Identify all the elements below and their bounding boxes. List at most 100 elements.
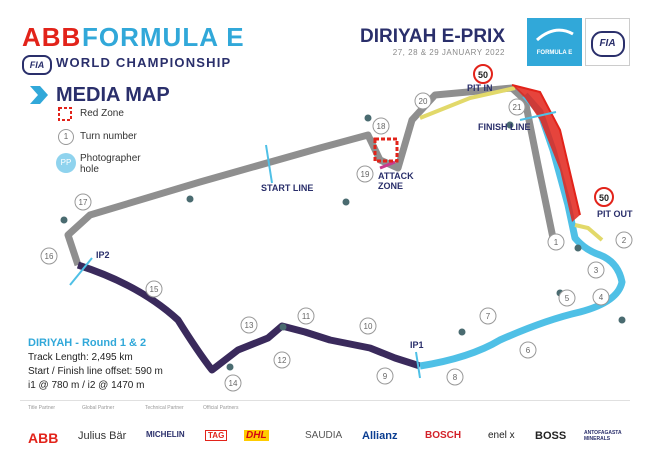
turn-marker-7: 7: [479, 307, 497, 325]
ip1-marker: [415, 351, 421, 379]
turn-marker-4: 4: [592, 288, 610, 306]
attack-zone-label-2: ZONE: [378, 181, 404, 191]
turn-marker-3: 3: [587, 261, 605, 279]
turn-number-6: 6: [526, 346, 531, 355]
red-zone-icon: [58, 107, 72, 121]
turn-number-1: 1: [554, 238, 559, 247]
turn-marker-9: 9: [376, 367, 394, 385]
pit-lane-in: [419, 86, 516, 120]
speed-limit-pit-out-icon: 50: [594, 187, 614, 207]
turn-marker-16: 16: [40, 247, 58, 265]
event-date: 27, 28 & 29 JANUARY 2022: [392, 48, 505, 57]
formula-e-brand: FORMULA E: [82, 22, 245, 52]
partners-divider: [20, 400, 630, 401]
turn-number-7: 7: [486, 312, 491, 321]
turn-number-2: 2: [622, 236, 627, 245]
turn-number-3: 3: [594, 266, 599, 275]
sponsor-boss: BOSS: [535, 430, 567, 442]
sponsor-bosch: BOSCH: [425, 430, 462, 441]
turn-number-9: 9: [383, 372, 388, 381]
turn-number-20: 20: [419, 97, 428, 106]
turn-number-5: 5: [565, 294, 570, 303]
formula-e-logo: FORMULA E: [527, 18, 582, 66]
photographer-holes: [60, 114, 626, 371]
legend-turn-number: Turn number: [80, 131, 137, 142]
title-partner-label: Title Partner: [28, 405, 56, 411]
fia-logo-text: FIA: [590, 31, 625, 57]
turn-number-10: 10: [364, 322, 373, 331]
ip2-label: IP2: [96, 250, 110, 260]
finish-line-label: FINISH LINE: [478, 122, 531, 132]
turn-number-12: 12: [278, 356, 287, 365]
turn-number-8: 8: [453, 373, 458, 382]
attack-zone-marker: [379, 160, 396, 170]
chevron-right-icon: [30, 86, 48, 104]
media-map-title: MEDIA MAP: [56, 84, 170, 106]
red-zone-border: [511, 84, 581, 216]
sponsor-enel-x: enel x: [488, 430, 515, 441]
turn-marker-21: 21: [508, 98, 526, 116]
turn-number-16: 16: [45, 252, 54, 261]
turn-marker-2: 2: [615, 231, 633, 249]
turn-marker-6: 6: [519, 341, 537, 359]
legend-photographer-hole: Photographer hole: [80, 153, 141, 175]
turn-number-icon: 1: [58, 129, 74, 145]
speed-limit-pit-in-icon: 50: [473, 64, 493, 84]
red-zone-area: [512, 85, 580, 222]
turn-marker-14: 14: [224, 374, 242, 392]
global-partner-label: Global Partner: [82, 405, 115, 411]
turn-marker-8: 8: [446, 368, 464, 386]
round-title: DIRIYAH - Round 1 & 2: [28, 337, 147, 349]
interval-positions: i1 @ 780 m / i2 @ 1470 m: [28, 380, 145, 391]
formula-e-logo-text: FORMULA E: [536, 50, 573, 56]
svg-text:50: 50: [599, 193, 609, 203]
turn-marker-5: 5: [558, 289, 576, 307]
attack-zone-icon: [373, 137, 399, 163]
turn-number-14: 14: [229, 379, 238, 388]
turn-number-4: 4: [599, 293, 604, 302]
pit-lane-out: [574, 223, 604, 242]
sponsor-dhl: DHL: [244, 430, 269, 441]
start-line-label: START LINE: [261, 183, 314, 193]
pit-out-label: PIT OUT: [597, 209, 633, 219]
turn-marker-13: 13: [240, 316, 258, 334]
turn-marker-11: 11: [297, 307, 315, 325]
ip1-label: IP1: [410, 340, 424, 350]
turn-marker-18: 18: [372, 117, 390, 135]
start-finish-offset: Start / Finish line offset: 590 m: [28, 366, 163, 377]
ip2-marker: [69, 257, 93, 286]
sponsor-saudia: SAUDIA: [305, 430, 343, 441]
start-line-marker: [265, 144, 273, 184]
pit-in-label: PIT IN: [467, 83, 493, 93]
sponsor-allianz: Allianz: [362, 430, 398, 442]
svg-text:50: 50: [478, 70, 488, 80]
fia-mini-logo: FIA: [22, 55, 52, 75]
turn-number-21: 21: [513, 103, 522, 112]
turn-number-15: 15: [150, 285, 159, 294]
official-partners-label: Official Partners: [203, 405, 239, 411]
legend-red-zone: Red Zone: [80, 108, 124, 119]
world-championship-label: WORLD CHAMPIONSHIP: [56, 55, 232, 70]
turn-marker-10: 10: [359, 317, 377, 335]
track-length: Track Length: 2,495 km: [28, 352, 133, 363]
formula-e-swoosh-icon: [536, 28, 574, 42]
turn-marker-19: 19: [356, 165, 374, 183]
technical-partner-label: Technical Partner: [145, 405, 184, 411]
sponsor-julius-baer: Julius Bär: [78, 430, 127, 442]
turn-number-13: 13: [245, 321, 254, 330]
photographer-hole-icon: PP: [56, 153, 76, 173]
sponsor-antofagasta: ANTOFAGASTA MINERALS: [584, 430, 622, 442]
sponsor-abb: ABB: [28, 430, 59, 446]
turn-marker-15: 15: [145, 280, 163, 298]
sponsor-tag-heuer: TAG: [205, 430, 228, 441]
attack-zone-label-1: ATTACK: [378, 171, 414, 181]
turn-marker-20: 20: [414, 92, 432, 110]
track-sector-1: [419, 92, 626, 370]
abb-brand: ABB: [22, 22, 82, 52]
event-title: DIRIYAH E-PRIX: [360, 26, 505, 47]
turn-number-11: 11: [302, 312, 311, 321]
finish-line-marker: [519, 111, 557, 121]
track-sector-3: [64, 84, 557, 267]
